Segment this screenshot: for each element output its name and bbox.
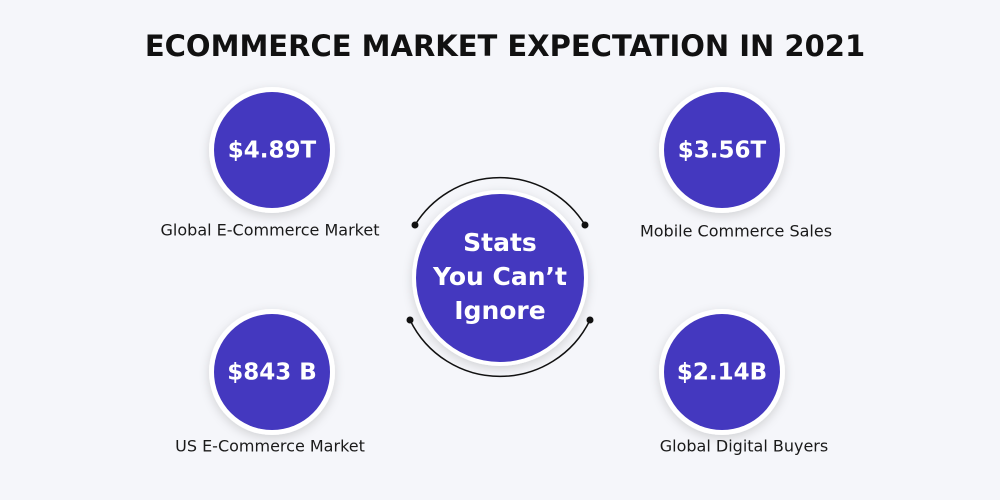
arc-dot: [411, 221, 419, 229]
center-text: Ignore: [454, 296, 545, 325]
stat-label: US E-Commerce Market: [175, 437, 365, 456]
center-text: You Can’t: [432, 262, 567, 291]
stat-circle: [664, 92, 780, 208]
arc-dot: [581, 221, 589, 229]
stat-value: $2.14B: [677, 360, 767, 386]
stat: $3.56T Mobile Commerce Sales: [640, 87, 832, 241]
title: ECOMMERCE MARKET EXPECTATION IN 2021: [145, 29, 865, 63]
stat-circle: [214, 314, 330, 430]
stat-label: Global Digital Buyers: [660, 437, 828, 456]
stat-value: $3.56T: [678, 138, 767, 164]
arc-top: [414, 177, 586, 226]
arc-dot: [586, 316, 594, 324]
stat-label: Global E-Commerce Market: [161, 221, 380, 240]
arc-bottom: [409, 319, 591, 378]
stat-circle: [214, 92, 330, 208]
arc-dot: [406, 316, 414, 324]
center-text: Stats: [463, 228, 537, 257]
stat-value: $843 B: [227, 360, 317, 386]
stat: $2.14B Global Digital Buyers: [659, 309, 828, 456]
stat: $4.89T Global E-Commerce Market: [161, 87, 380, 240]
stat: $843 B US E-Commerce Market: [175, 309, 365, 456]
center-circle: [416, 194, 584, 362]
stat-value: $4.89T: [228, 138, 317, 164]
stat-circle: [664, 314, 780, 430]
stat-label: Mobile Commerce Sales: [640, 222, 832, 241]
